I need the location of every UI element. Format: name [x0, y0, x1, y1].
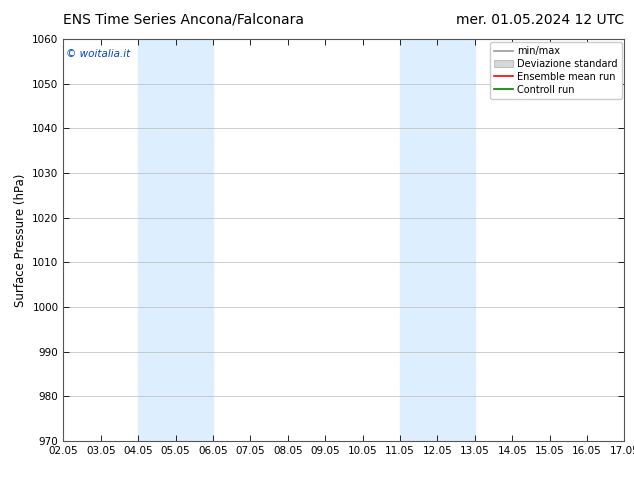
Text: mer. 01.05.2024 12 UTC: mer. 01.05.2024 12 UTC	[456, 13, 624, 27]
Y-axis label: Surface Pressure (hPa): Surface Pressure (hPa)	[14, 173, 27, 307]
Text: © woitalia.it: © woitalia.it	[66, 49, 131, 59]
Bar	[400, 39, 475, 441]
Legend: min/max, Deviazione standard, Ensemble mean run, Controll run: min/max, Deviazione standard, Ensemble m…	[490, 42, 621, 98]
Text: ENS Time Series Ancona/Falconara: ENS Time Series Ancona/Falconara	[63, 13, 304, 27]
Bar	[138, 39, 213, 441]
